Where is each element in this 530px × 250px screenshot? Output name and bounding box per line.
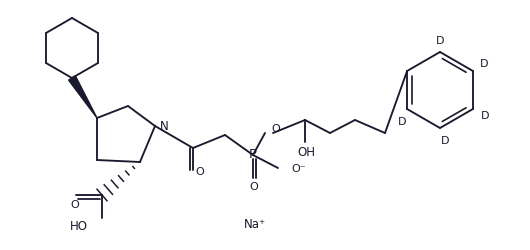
Text: O: O xyxy=(271,124,280,134)
Text: D: D xyxy=(436,36,444,46)
Text: OH: OH xyxy=(297,146,315,158)
Text: Na⁺: Na⁺ xyxy=(244,218,266,232)
Text: O: O xyxy=(70,200,80,210)
Text: D: D xyxy=(481,111,489,121)
Text: P: P xyxy=(249,148,257,162)
Text: HO: HO xyxy=(70,220,88,232)
Text: D: D xyxy=(398,117,407,127)
Text: D: D xyxy=(480,59,488,69)
Text: O⁻: O⁻ xyxy=(291,164,306,174)
Text: O: O xyxy=(196,167,205,177)
Text: O: O xyxy=(250,182,259,192)
Text: D: D xyxy=(441,136,449,146)
Text: N: N xyxy=(160,120,169,134)
Polygon shape xyxy=(68,76,97,118)
